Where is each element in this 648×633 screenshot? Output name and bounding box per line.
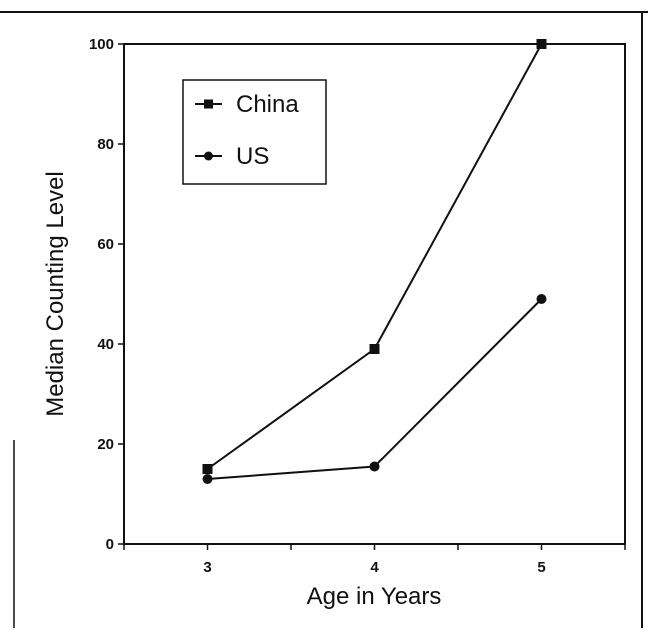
- legend-us-marker: [204, 151, 213, 161]
- y-tick-label: 40: [97, 336, 114, 353]
- y-tick-label: 60: [97, 236, 114, 253]
- legend-china-marker: [204, 99, 213, 109]
- y-axis-title: Median Counting Level: [42, 171, 69, 417]
- legend-label-us: US: [236, 143, 269, 170]
- data-point-china: [202, 464, 213, 474]
- data-point-china: [536, 39, 547, 49]
- x-tick-label: 5: [537, 559, 545, 576]
- y-tick-label: 20: [97, 436, 114, 453]
- legend-box: [182, 79, 327, 185]
- x-axis-title: Age in Years: [307, 583, 442, 610]
- legend: China US: [182, 79, 327, 185]
- data-point-us: [202, 474, 213, 484]
- legend-label-china: China: [236, 91, 299, 118]
- x-tick-label: 3: [203, 559, 211, 576]
- data-point-china: [369, 344, 380, 354]
- y-tick-label: 100: [89, 36, 114, 53]
- x-axis-ticks: 3 4 5: [123, 544, 626, 576]
- y-axis-ticks: 0 20 40 60 80 100: [89, 36, 124, 553]
- series-layer: [202, 39, 547, 484]
- data-point-us: [536, 294, 547, 304]
- y-tick-label: 0: [106, 536, 114, 553]
- x-tick-label: 4: [370, 559, 379, 576]
- y-tick-label: 80: [97, 136, 114, 153]
- series-line-us: [207, 298, 543, 480]
- data-point-us: [369, 461, 380, 472]
